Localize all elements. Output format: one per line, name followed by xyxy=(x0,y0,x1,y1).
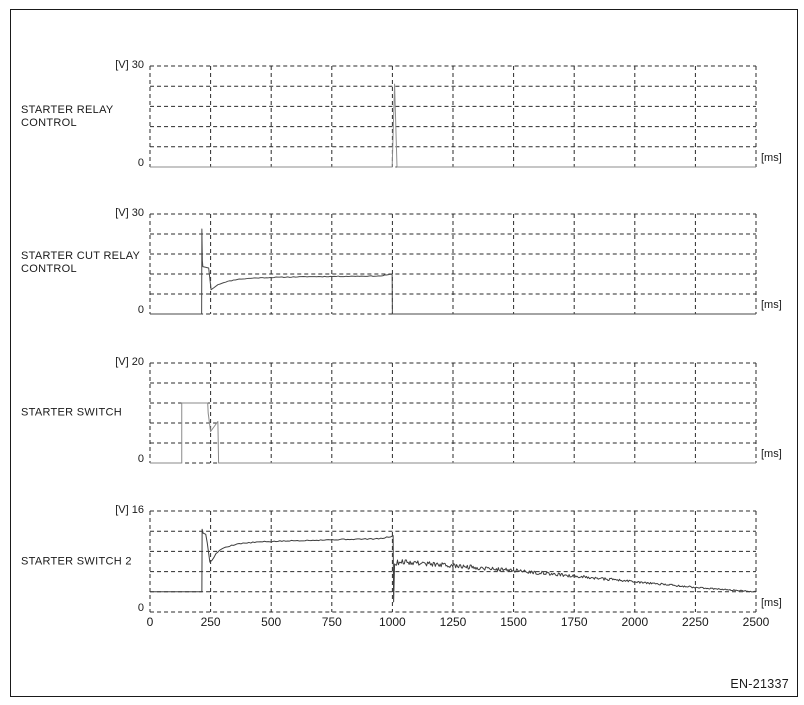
voltage-max-label: [V] 30 xyxy=(115,59,144,71)
document-frame xyxy=(10,9,798,697)
x-axis-tick-labels: 0 250 500 750 1000 1250 1500 1750 2000 2… xyxy=(146,615,770,629)
ms-unit-label: [ms] xyxy=(761,597,782,609)
ms-unit-label: [ms] xyxy=(761,152,782,164)
zero-label: 0 xyxy=(137,453,144,465)
voltage-max-label: [V] 30 xyxy=(115,207,144,219)
waveform-label: STARTER RELAY CONTROL xyxy=(21,104,114,129)
zero-label: 0 xyxy=(137,304,144,316)
figure-code: EN-21337 xyxy=(730,677,789,691)
waveform-plot-starter-cut-relay-control xyxy=(149,213,757,315)
waveform-plot-starter-relay-control xyxy=(149,65,757,168)
x-tick: 1750 xyxy=(560,615,588,629)
zero-label: 0 xyxy=(137,157,144,169)
x-tick: 500 xyxy=(261,615,282,629)
voltage-max-label: [V] 20 xyxy=(115,356,144,368)
x-tick: 1250 xyxy=(439,615,467,629)
waveform-label: STARTER CUT RELAY CONTROL xyxy=(21,250,141,275)
x-tick: 2500 xyxy=(742,615,770,629)
waveform-label: STARTER SWITCH xyxy=(21,406,122,419)
x-tick: 0 xyxy=(146,615,154,629)
waveform-label: STARTER SWITCH 2 xyxy=(21,555,132,568)
waveform-plot-starter-switch xyxy=(149,362,757,464)
x-tick: 2250 xyxy=(682,615,709,629)
voltage-max-label: [V] 16 xyxy=(115,504,144,516)
zero-label: 0 xyxy=(137,602,144,614)
ms-unit-label: [ms] xyxy=(761,299,782,311)
x-tick: 1000 xyxy=(379,615,406,629)
x-tick: 2000 xyxy=(621,615,649,629)
ms-unit-label: [ms] xyxy=(761,448,782,460)
x-tick: 250 xyxy=(200,615,221,629)
x-tick: 750 xyxy=(321,615,342,629)
x-tick: 1500 xyxy=(500,615,527,629)
waveform-plot-starter-switch-2 xyxy=(149,510,757,613)
